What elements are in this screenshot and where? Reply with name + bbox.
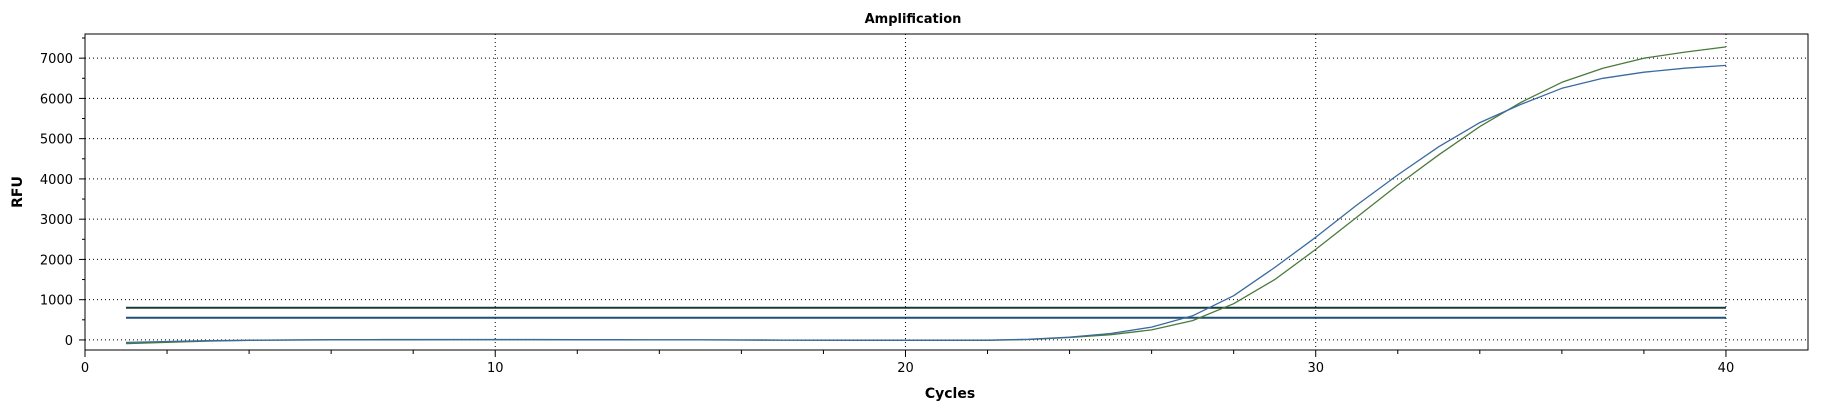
plot-area: [84, 33, 1809, 351]
x-tick-label: 10: [487, 361, 504, 376]
y-tick-label: 7000: [40, 52, 73, 67]
y-tick-label: 6000: [40, 92, 73, 107]
y-tick-label: 4000: [40, 173, 73, 188]
chart-title: Amplification: [865, 12, 962, 27]
series-lines: [125, 46, 1727, 345]
y-tick-label: 5000: [40, 133, 73, 148]
y-tick-label: 3000: [40, 213, 73, 228]
series-line: [125, 64, 1727, 344]
threshold-lines: [126, 306, 1726, 319]
y-tick-label: 1000: [40, 294, 73, 309]
series-line: [125, 46, 1727, 345]
x-tick-label: 30: [1307, 361, 1324, 376]
y-axis-label: RFU: [10, 176, 26, 208]
y-tick-label: 2000: [40, 253, 73, 268]
x-tick-label: 0: [81, 361, 89, 376]
x-axis-ticks: 0 10 20 30 40: [81, 350, 1734, 376]
y-tick-label: 0: [65, 334, 73, 349]
x-tick-label: 40: [1718, 361, 1735, 376]
y-axis-ticks: 0 1000 2000 3000 4000 5000 6000 7000: [40, 37, 85, 349]
x-tick-label: 20: [897, 361, 914, 376]
x-axis-label: Cycles: [925, 386, 975, 402]
grid: [85, 34, 1808, 350]
